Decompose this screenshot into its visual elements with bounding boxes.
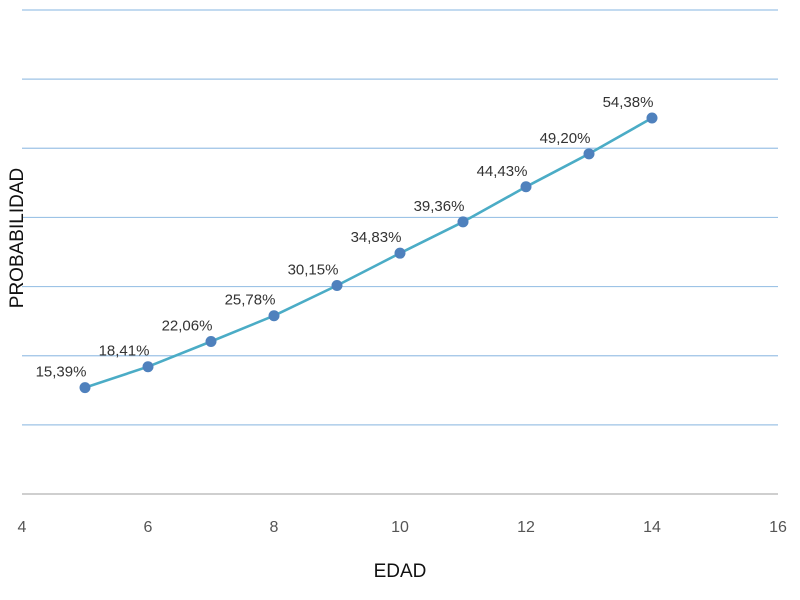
data-label: 54,38% [603, 94, 654, 111]
data-label: 15,39% [36, 364, 87, 381]
x-tick-label: 8 [270, 519, 279, 536]
x-tick-label: 16 [769, 519, 787, 536]
data-label: 44,43% [477, 163, 528, 180]
data-label: 25,78% [225, 292, 276, 309]
data-point [142, 361, 154, 373]
data-label: 22,06% [162, 317, 213, 334]
x-tick-label: 6 [144, 519, 153, 536]
data-point [331, 280, 343, 292]
x-axis-title: EDAD [374, 561, 427, 582]
data-point [457, 216, 469, 228]
x-tick-label: 10 [391, 519, 409, 536]
data-point [79, 382, 91, 394]
data-label: 30,15% [288, 262, 339, 279]
data-label: 34,83% [351, 229, 402, 246]
data-labels: 15,39% 18,41% 22,06% 25,78% 30,15% 34,83% 39,3… [36, 94, 654, 381]
x-tick-label: 4 [18, 519, 27, 536]
data-point [394, 247, 406, 259]
data-label: 49,20% [540, 130, 591, 147]
data-label: 39,36% [414, 198, 465, 215]
data-point [205, 335, 217, 347]
x-tick-label: 14 [643, 519, 661, 536]
series-line [83, 116, 654, 389]
data-point [520, 181, 532, 193]
data-label: 18,41% [99, 343, 150, 360]
data-point [268, 310, 280, 322]
series-probabilidad [79, 112, 658, 394]
data-point [583, 148, 595, 160]
gridlines [22, 9, 778, 426]
x-axis: 4 6 8 10 12 14 16 [18, 493, 787, 536]
y-axis-title: PROBABILIDAD [7, 168, 28, 308]
x-tick-label: 12 [517, 519, 535, 536]
data-point [646, 112, 658, 124]
